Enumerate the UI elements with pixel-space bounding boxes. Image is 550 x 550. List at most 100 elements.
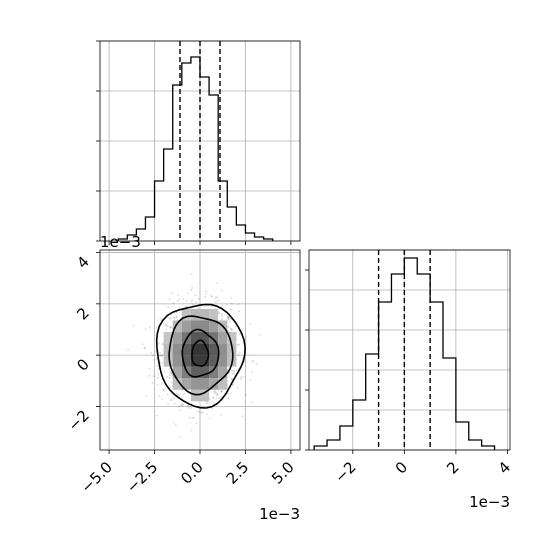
scatter-point [141, 343, 144, 346]
scatter-point [151, 381, 154, 384]
scatter-point [154, 350, 157, 353]
scatter-point [197, 307, 200, 310]
scatter-point [173, 317, 176, 320]
scatter-point [160, 382, 163, 385]
scatter-point [148, 367, 151, 370]
scatter-point [220, 390, 223, 393]
scatter-point [230, 302, 233, 305]
scatter-point [168, 374, 171, 377]
scatter-point [205, 293, 207, 296]
scatter-point [230, 369, 233, 372]
scatter-point [249, 323, 252, 326]
density-cell [200, 389, 210, 402]
scatter-point [198, 410, 201, 413]
scatter-point [187, 404, 190, 407]
y-offset-label: 1e−3 [100, 233, 141, 251]
density-cell [181, 343, 191, 356]
scatter-point [166, 376, 169, 379]
scatter-point [162, 388, 165, 391]
scatter-point [157, 373, 160, 376]
density-cells [163, 308, 237, 402]
scatter-point [189, 416, 191, 419]
scatter-point [233, 372, 236, 375]
scatter-point [239, 378, 242, 381]
scatter-point [229, 309, 232, 312]
scatter-point [213, 392, 216, 395]
scatter-point [206, 413, 209, 416]
scatter-point [186, 404, 189, 407]
scatter-point [162, 323, 165, 326]
density-cell [181, 366, 191, 379]
contour-line [191, 339, 210, 367]
scatter-point [168, 367, 171, 370]
x-offset-label: 1e−3 [469, 493, 510, 511]
scatter-point [212, 396, 215, 399]
scatter-point [161, 354, 164, 357]
scatter-point [171, 382, 173, 384]
scatter-point [226, 315, 228, 318]
scatter-point [170, 374, 173, 377]
density-cell [209, 343, 219, 356]
scatter-point [205, 402, 208, 405]
scatter-point [190, 273, 193, 276]
density-cell [200, 308, 210, 321]
density-cell [200, 355, 210, 367]
density-cell [172, 320, 182, 333]
scatter-point [233, 370, 236, 373]
scatter-point [195, 422, 198, 425]
y-tick-marks [305, 269, 309, 451]
scatter-point [172, 302, 175, 305]
density-cell [200, 332, 210, 344]
scatter-point [144, 328, 147, 331]
scatter-point [211, 295, 214, 298]
scatter-point [237, 303, 240, 306]
scatter-point [161, 397, 164, 400]
scatter-point [170, 372, 173, 375]
scatter-point [168, 377, 171, 379]
scatter-point [220, 390, 223, 393]
scatter-point [232, 383, 234, 386]
contour-lines [155, 303, 246, 409]
scatter-point [191, 416, 194, 419]
scatter-point [173, 402, 176, 405]
scatter-point [208, 416, 211, 419]
scatter-point [194, 301, 197, 304]
scatter-point [244, 393, 247, 396]
density-cell [190, 308, 200, 321]
scatter-point [227, 316, 230, 319]
density-cell [163, 332, 173, 344]
scatter-point [242, 375, 245, 378]
scatter-point [231, 329, 233, 332]
scatter-point [209, 402, 211, 405]
scatter-point [235, 368, 238, 371]
scatter-point [191, 303, 194, 306]
scatter-point [185, 299, 188, 302]
scatter-point [179, 409, 182, 411]
scatter-point [237, 386, 239, 389]
scatter-point [241, 415, 244, 418]
scatter-point [175, 315, 178, 318]
scatter-point [217, 299, 220, 302]
scatter-point [149, 326, 151, 329]
quantile-lines [179, 41, 221, 241]
scatter-point [151, 354, 154, 357]
scatter-point [216, 393, 219, 396]
scatter-point [172, 397, 175, 399]
scatter-point [234, 325, 237, 328]
scatter-point [166, 325, 169, 327]
scatter-point [230, 392, 233, 394]
scatter-point [187, 406, 190, 409]
scatter-point [165, 321, 168, 324]
scatter-point [159, 351, 162, 354]
scatter-point [159, 317, 162, 320]
scatter-point [197, 410, 200, 413]
scatter-point [127, 349, 130, 351]
density-cell [181, 378, 191, 390]
scatter-point [227, 318, 230, 321]
scatter-point [194, 294, 197, 297]
scatter-point [162, 342, 164, 345]
density-cell [190, 320, 200, 333]
scatter-point [237, 354, 240, 357]
scatter-point [179, 435, 182, 438]
scatter-point [215, 397, 218, 400]
